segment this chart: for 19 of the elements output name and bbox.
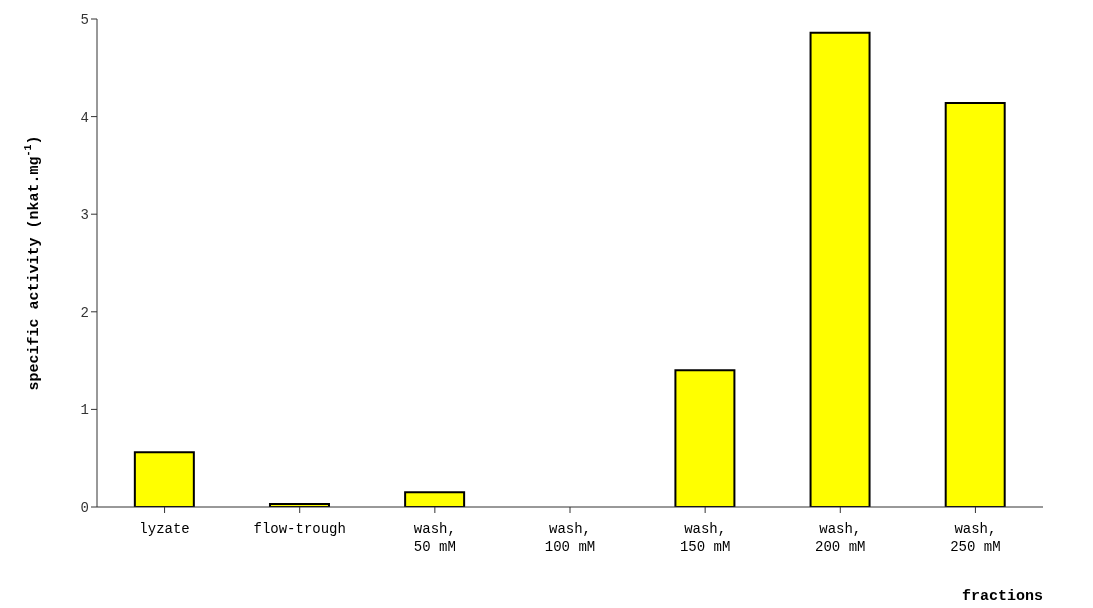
x-tick-label: wash, 100 mM (544, 521, 596, 555)
y-tick-label: 2 (80, 304, 89, 321)
y-tick-label: 0 (80, 499, 89, 516)
bar (809, 31, 871, 507)
x-axis-title: fractions (961, 588, 1043, 605)
x-tick-label: wash, 200 mM (815, 521, 866, 555)
y-tick-label: 5 (80, 11, 89, 28)
x-tick-label: wash, 150 mM (679, 521, 731, 555)
bar (944, 101, 1006, 507)
bar (404, 491, 466, 507)
y-tick-label: 1 (80, 402, 89, 419)
bar (133, 451, 195, 507)
x-tick-label: flow-trough (253, 521, 346, 537)
x-tick-label: lyzate (139, 521, 190, 537)
bar (674, 369, 736, 507)
x-tick-label: wash, 50 mM (413, 521, 456, 555)
y-tick-label: 4 (80, 109, 89, 126)
y-tick-label: 3 (80, 207, 89, 224)
x-tick-label: wash, 250 mM (950, 521, 1001, 555)
